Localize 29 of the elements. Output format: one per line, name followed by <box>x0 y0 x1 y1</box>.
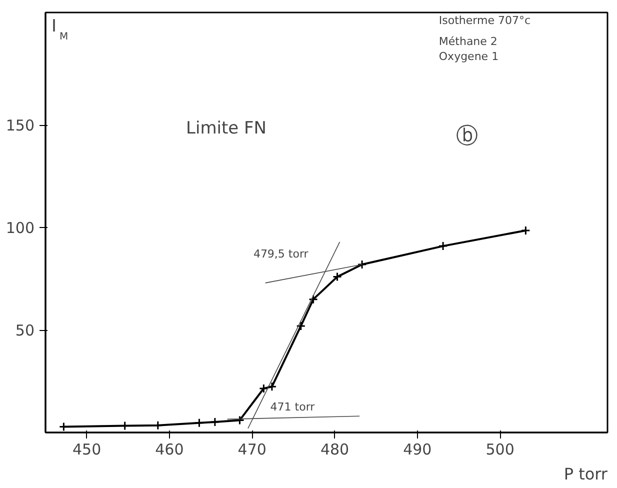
annotation: 471 torr <box>270 400 316 414</box>
point <box>194 418 204 428</box>
point <box>308 294 318 304</box>
y-tick-label: 100 <box>6 219 35 238</box>
point <box>267 382 277 392</box>
point <box>153 420 163 430</box>
point <box>520 226 530 236</box>
x-tick-label: 480 <box>320 440 350 458</box>
point <box>234 415 244 425</box>
point <box>438 241 448 251</box>
point <box>210 417 220 427</box>
annotation: 479,5 torr <box>253 247 309 260</box>
annotation: ⓑ <box>456 124 478 149</box>
annotation: Isotherme 707°c <box>438 14 531 28</box>
x-tick-label: 460 <box>155 440 184 458</box>
point <box>258 384 268 394</box>
x-tick-label: 490 <box>403 440 432 458</box>
point <box>332 272 342 282</box>
y-tick-label: 50 <box>15 322 35 340</box>
annotation: Limite FN <box>186 118 267 138</box>
x-tick-label: 450 <box>72 440 102 458</box>
annotation: Oxygene 1 <box>438 50 499 63</box>
x-tick-label: 500 <box>486 440 514 458</box>
annotation: Méthane 2 <box>438 35 498 48</box>
x-tick-label: 470 <box>238 440 266 458</box>
point <box>357 260 367 270</box>
y-tick-label: 150 <box>6 116 35 135</box>
point <box>296 321 306 331</box>
x-axis-title: P torr <box>564 464 608 484</box>
